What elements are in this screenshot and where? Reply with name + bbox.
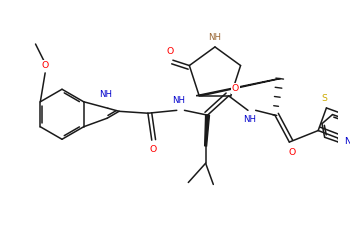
Text: NH: NH bbox=[99, 90, 112, 99]
Text: O: O bbox=[166, 47, 174, 56]
Text: N: N bbox=[345, 137, 350, 146]
Text: O: O bbox=[42, 61, 49, 70]
Text: O: O bbox=[232, 84, 239, 93]
Text: S: S bbox=[322, 94, 327, 103]
Text: O: O bbox=[289, 148, 296, 157]
Text: O: O bbox=[149, 145, 156, 154]
Polygon shape bbox=[205, 115, 209, 146]
Text: NH: NH bbox=[172, 96, 185, 105]
Text: NH: NH bbox=[243, 115, 257, 124]
Polygon shape bbox=[196, 79, 281, 96]
Text: NH: NH bbox=[209, 33, 222, 42]
